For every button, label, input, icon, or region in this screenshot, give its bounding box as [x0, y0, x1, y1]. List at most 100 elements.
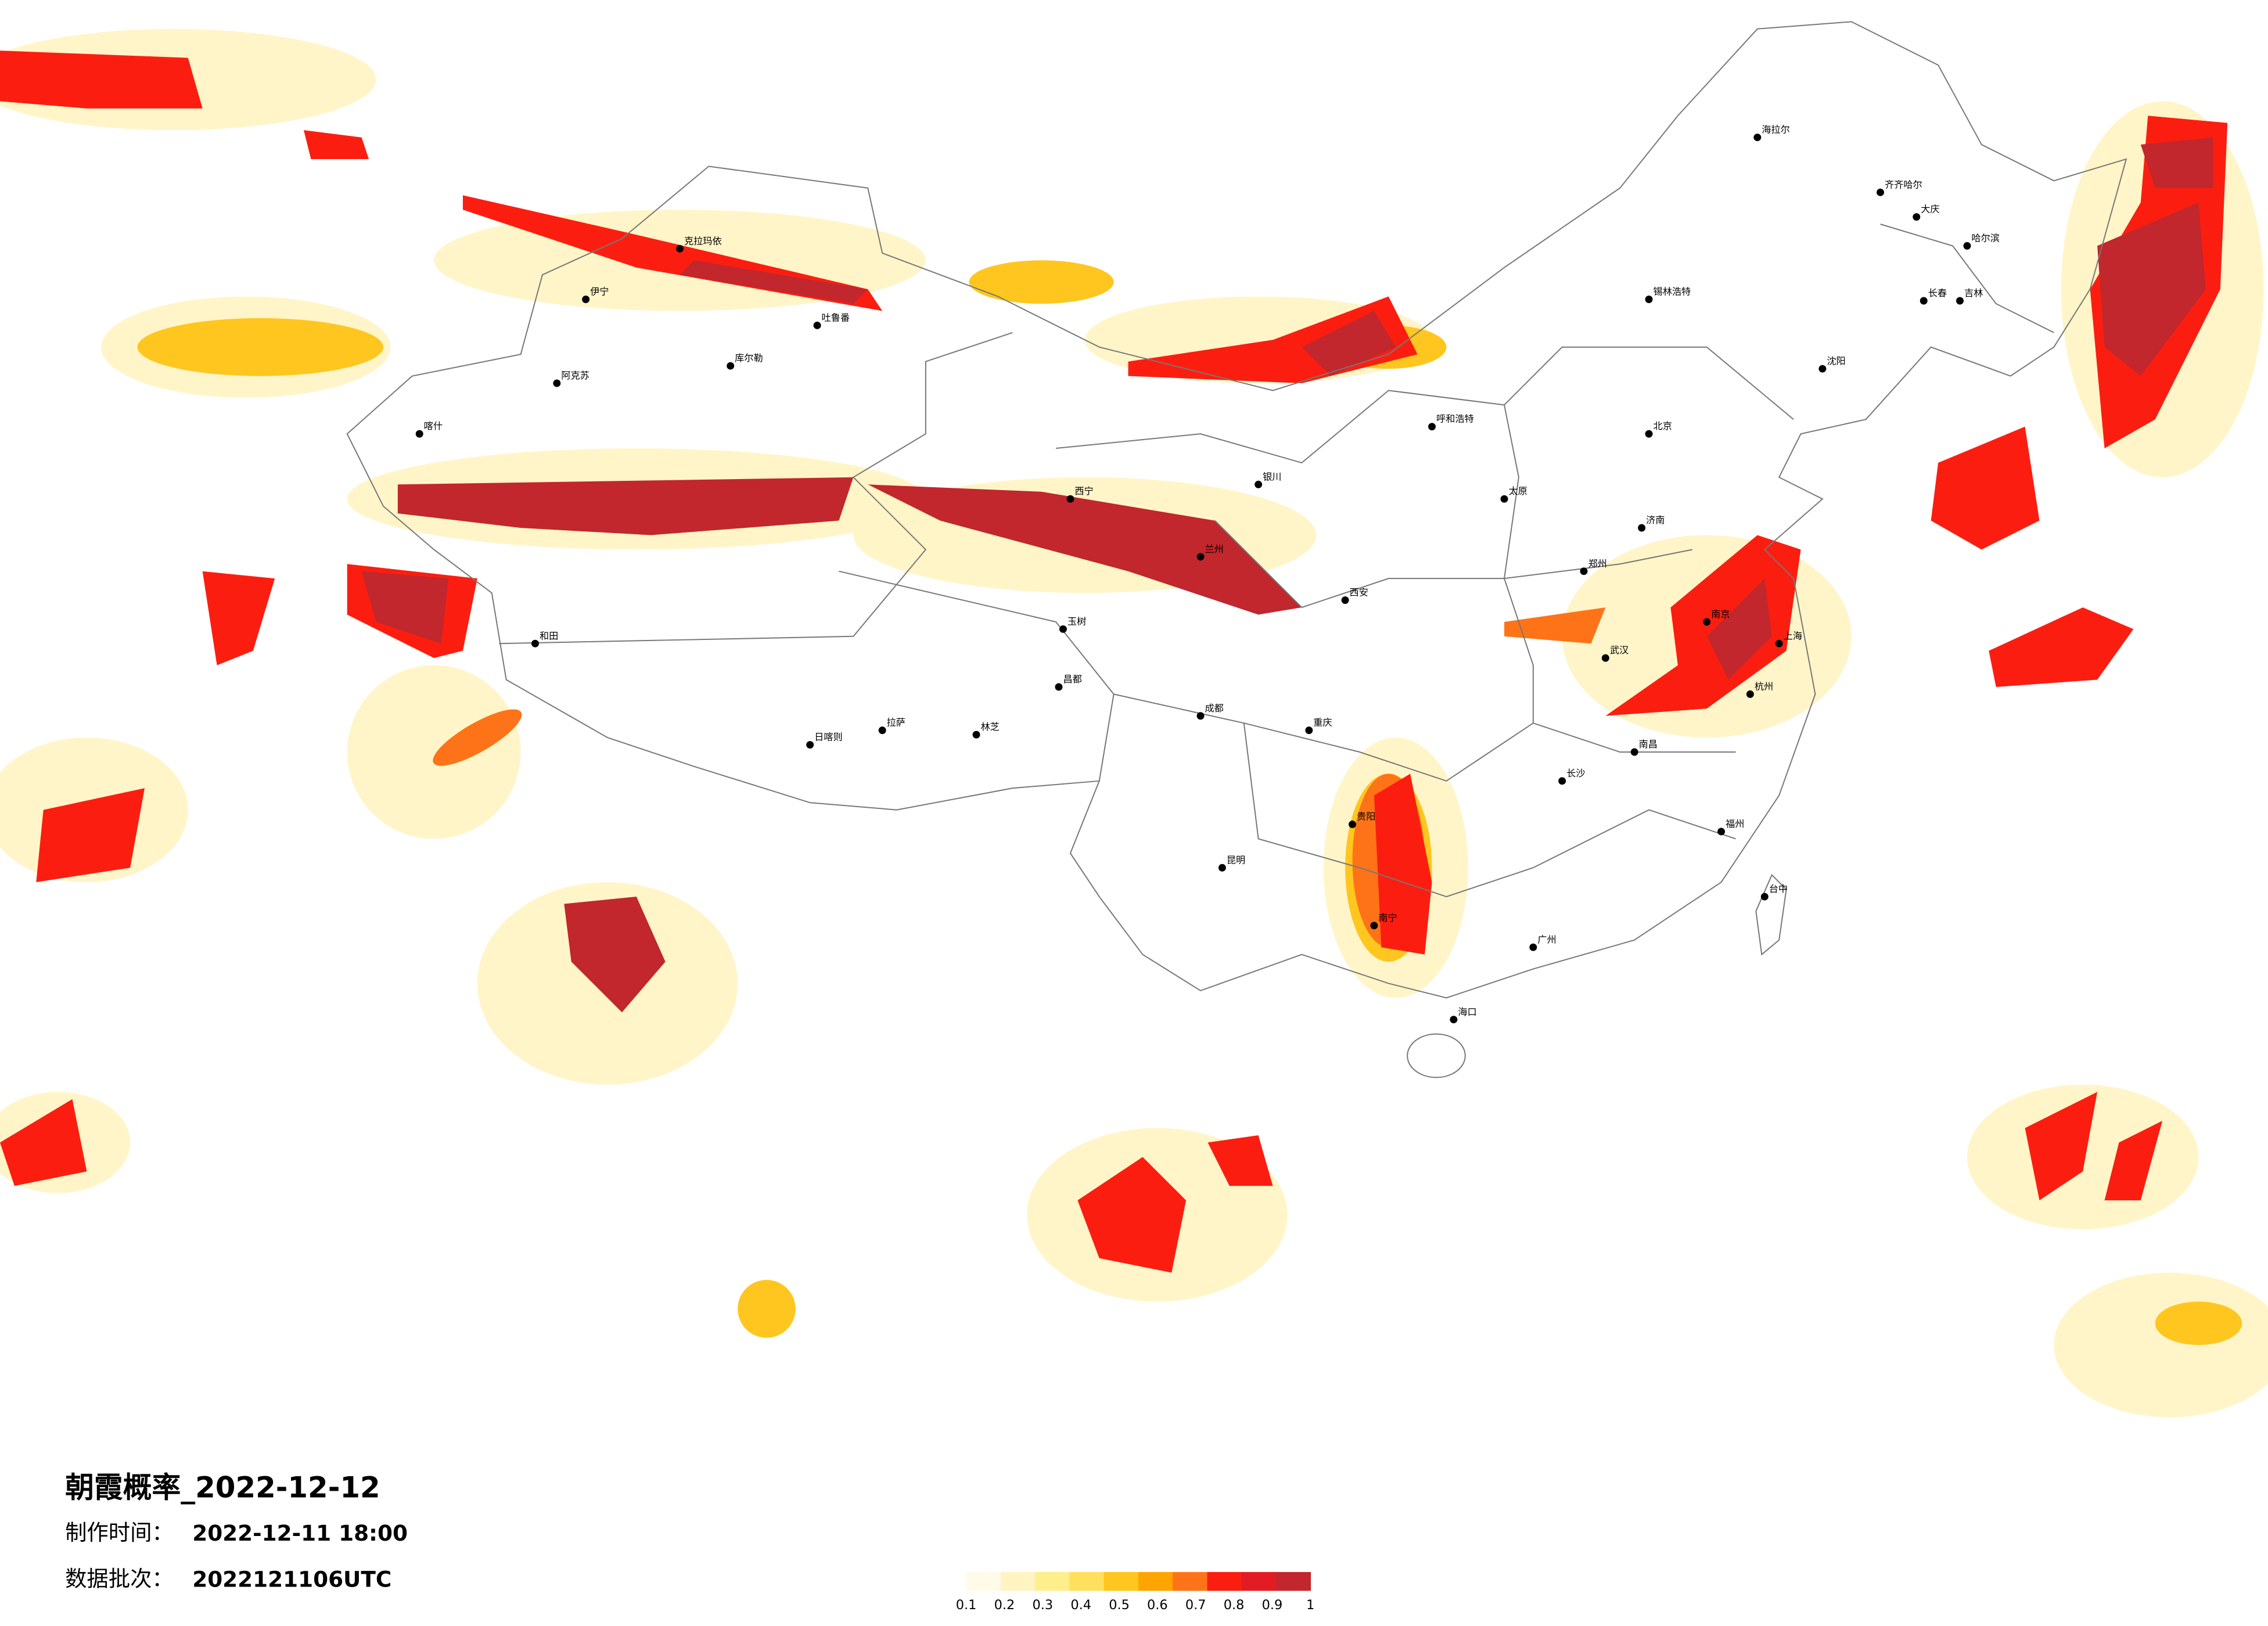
city-label: 广州 [1537, 934, 1556, 945]
city-dot [1717, 828, 1726, 836]
city-label: 锡林浩特 [1654, 286, 1691, 297]
legend-tick-label: 0.6 [1147, 1598, 1168, 1613]
city-dot [1370, 922, 1378, 930]
city-label: 台中 [1769, 883, 1788, 894]
legend-swatch [1173, 1572, 1208, 1591]
made-time: 2022-12-11 18:00 [192, 1520, 408, 1546]
city-label: 武汉 [1610, 645, 1629, 656]
legend-tick-label: 1 [1306, 1598, 1314, 1613]
legend-swatch [1241, 1572, 1277, 1591]
made-time-label: 制作时间： [65, 1520, 174, 1545]
city-label: 北京 [1654, 420, 1672, 431]
city-dot [1645, 430, 1653, 438]
city-dot [1255, 480, 1263, 488]
city-dot [1055, 683, 1063, 691]
city-label: 吐鲁番 [822, 312, 850, 323]
city-label: 昌都 [1063, 674, 1081, 685]
city-dot [553, 379, 561, 387]
city-label: 西安 [1350, 587, 1368, 598]
city-label: 杭州 [1755, 681, 1773, 692]
city-label: 重庆 [1313, 717, 1332, 728]
city-dot [806, 741, 814, 749]
legend-swatch [1207, 1572, 1242, 1591]
legend-swatch [1138, 1572, 1173, 1591]
legend-swatch [1276, 1572, 1311, 1591]
city-label: 日喀则 [814, 732, 843, 743]
city-label: 大庆 [1921, 204, 1939, 215]
city-dot [1066, 495, 1074, 503]
city-dot [1580, 567, 1588, 575]
map-title: 朝霞概率_2022-12-12 [65, 1471, 380, 1505]
city-label: 阿克苏 [561, 370, 590, 381]
city-dot [1746, 690, 1754, 698]
city-label: 哈尔滨 [1971, 232, 2000, 243]
city-label: 太原 [1508, 485, 1527, 497]
legend-tick-label: 0.8 [1224, 1598, 1245, 1613]
city-label: 伊宁 [590, 286, 609, 297]
city-dot [813, 321, 821, 329]
city-dot [1450, 1016, 1458, 1024]
probability-field [0, 28, 2268, 1418]
city-label: 兰州 [1205, 544, 1224, 555]
city-label: 南宁 [1378, 912, 1397, 923]
legend-tick-label: 0.4 [1070, 1598, 1091, 1613]
city-label: 南京 [1711, 609, 1730, 620]
color-legend: 0.1 0.2 0.3 0.4 0.5 0.6 0.7 0.8 0.9 1 [956, 1572, 1314, 1613]
city-label: 呼和浩特 [1436, 413, 1474, 425]
city-dot [1638, 524, 1646, 532]
city-label: 齐齐哈尔 [1885, 179, 1922, 190]
city-dot [1305, 726, 1313, 735]
city-dot [1913, 213, 1921, 221]
city-label: 南昌 [1639, 739, 1658, 750]
city-label: 玉树 [1067, 616, 1086, 627]
legend-swatch [1000, 1572, 1036, 1591]
city-label: 银川 [1263, 471, 1281, 482]
city-label: 海拉尔 [1762, 124, 1790, 135]
batch: 2022121106UTC [192, 1567, 391, 1592]
city-dot [1956, 297, 1964, 305]
city-label: 郑州 [1588, 558, 1606, 569]
city-dot [1760, 893, 1769, 901]
city-label: 成都 [1205, 703, 1224, 714]
batch-label: 数据批次： [65, 1566, 174, 1592]
city-label: 克拉玛依 [684, 235, 722, 246]
city-label: 海口 [1458, 1006, 1476, 1017]
city-dot [1877, 188, 1884, 196]
city-dot [972, 731, 980, 739]
city-label: 长春 [1928, 287, 1947, 298]
city-label: 上海 [1784, 630, 1802, 641]
city-label: 拉萨 [887, 717, 905, 728]
city-dot [531, 639, 539, 647]
city-dot [415, 430, 423, 438]
legend-tick-label: 0.9 [1262, 1598, 1283, 1613]
city-label: 济南 [1646, 515, 1665, 526]
legend-tick-label: 0.3 [1032, 1598, 1053, 1613]
city-dot [1196, 553, 1205, 561]
city-dot [1818, 365, 1827, 373]
city-dot [1529, 943, 1537, 951]
legend-swatch [966, 1572, 1001, 1591]
city-label: 长沙 [1566, 768, 1585, 779]
country-borders [346, 21, 2127, 1078]
city-label: 吉林 [1964, 287, 1983, 298]
city-dot [1349, 821, 1356, 829]
city-dot [1059, 625, 1067, 633]
city-dot [1630, 748, 1638, 756]
city-dot [1558, 777, 1566, 785]
legend-swatch [1069, 1572, 1105, 1591]
city-dot [1428, 423, 1436, 431]
city-dot [1645, 296, 1653, 303]
city-label: 西宁 [1074, 485, 1093, 497]
legend-tick-label: 0.5 [1109, 1598, 1130, 1613]
city-dot [1920, 297, 1928, 305]
legend-swatch [1035, 1572, 1070, 1591]
city-label: 喀什 [424, 420, 443, 431]
city-label: 库尔勒 [735, 352, 763, 364]
city-dot [1500, 495, 1508, 503]
city-dot [1218, 864, 1226, 872]
city-dot [1601, 654, 1609, 662]
city-dot [1775, 639, 1783, 647]
